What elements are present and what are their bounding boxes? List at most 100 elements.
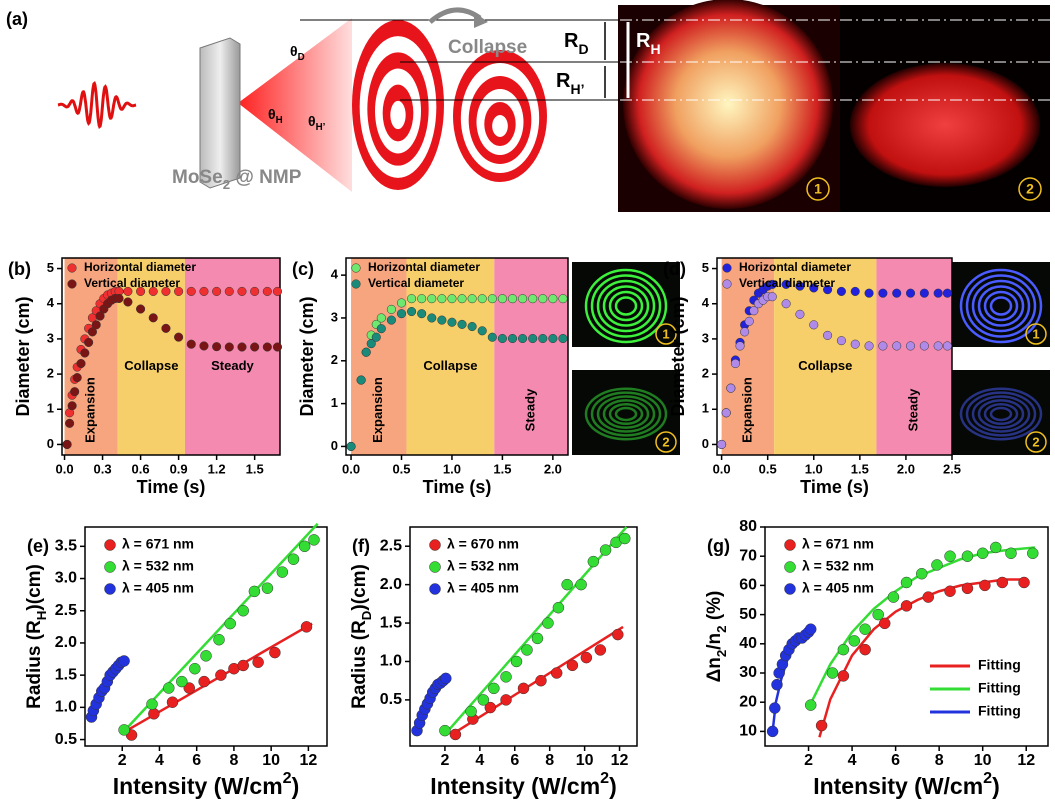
point xyxy=(299,541,310,552)
point xyxy=(1005,548,1016,559)
point xyxy=(865,289,874,298)
x-tick-label: 4 xyxy=(155,752,164,769)
text-part: (%) xyxy=(704,591,725,626)
panel-label: (d) xyxy=(663,259,686,279)
point xyxy=(962,583,973,594)
point xyxy=(997,577,1008,588)
point xyxy=(962,551,973,562)
legend-label: λ = 670 nm xyxy=(447,536,519,552)
point xyxy=(873,609,884,620)
point xyxy=(498,334,507,343)
point xyxy=(1027,548,1038,559)
point xyxy=(377,314,386,323)
x-tick-label: 6 xyxy=(510,752,519,769)
point xyxy=(562,579,573,590)
photo-pattern xyxy=(850,63,1040,187)
legend-marker xyxy=(723,280,732,289)
point xyxy=(934,289,943,298)
inset-label: 2 xyxy=(1032,434,1039,449)
y-tick-label: 60 xyxy=(739,577,757,594)
y-tick-label: 1 xyxy=(47,401,54,416)
legend-marker xyxy=(723,264,732,273)
x-tick-label: 8 xyxy=(229,752,238,769)
point xyxy=(189,663,200,674)
y-tick-label: 5 xyxy=(702,260,709,275)
panel-label: (f) xyxy=(352,536,370,556)
y-tick-label: 2.5 xyxy=(55,602,77,619)
text-part: θ xyxy=(268,106,276,122)
y-tick-label: 20 xyxy=(739,693,757,710)
y-tick-label: 3 xyxy=(702,330,709,345)
legend-label: Vertical diameter xyxy=(368,276,464,290)
x-tick-label: 6 xyxy=(192,752,201,769)
y-tick-label: 1.5 xyxy=(380,614,402,631)
point xyxy=(838,670,849,681)
collapse-label: Collapse xyxy=(448,37,527,58)
point xyxy=(84,338,93,347)
legend-marker xyxy=(352,264,361,273)
point xyxy=(827,668,838,679)
point xyxy=(768,292,777,301)
point xyxy=(542,618,553,629)
point xyxy=(816,720,827,731)
text-part: Time (s) xyxy=(423,477,492,497)
point xyxy=(837,336,846,345)
point xyxy=(521,644,532,655)
point xyxy=(440,673,451,684)
y-tick-label: 0.5 xyxy=(55,731,77,748)
point xyxy=(549,294,558,303)
x-tick-label: 2 xyxy=(804,752,813,769)
rd-label: RD xyxy=(564,30,589,56)
point xyxy=(174,333,183,342)
y-tick-label: 2.5 xyxy=(380,537,402,554)
x-tick-label: 2 xyxy=(440,752,449,769)
point xyxy=(362,348,371,357)
x-tick-label: 4 xyxy=(475,752,484,769)
text-part: Diameter (cm) xyxy=(668,296,688,416)
point xyxy=(162,324,171,333)
y-tick-label: 0 xyxy=(702,436,709,451)
cuvette xyxy=(200,38,240,188)
point xyxy=(439,725,450,736)
point xyxy=(916,568,927,579)
point xyxy=(438,294,447,303)
point xyxy=(731,359,740,368)
point xyxy=(508,294,517,303)
x-axis-label: Time (s) xyxy=(137,477,206,497)
point xyxy=(387,305,396,314)
x-tick-label: 0.5 xyxy=(759,461,777,476)
point xyxy=(535,675,546,686)
point xyxy=(250,343,259,352)
point xyxy=(225,618,236,629)
text-part: Δn xyxy=(704,657,725,682)
point xyxy=(865,342,874,351)
point xyxy=(176,676,187,687)
legend-label: Vertical diameter xyxy=(739,276,835,290)
y-tick-label: 1 xyxy=(331,395,338,410)
x-tick-label: 0.9 xyxy=(170,461,188,476)
point xyxy=(906,289,915,298)
text-part: θ xyxy=(308,113,316,129)
text-part: R xyxy=(636,30,651,52)
text-part: ) xyxy=(992,773,1000,799)
x-tick-label: 10 xyxy=(974,752,992,769)
x-tick-label: 6 xyxy=(891,752,900,769)
legend-marker xyxy=(352,280,361,289)
point xyxy=(200,287,209,296)
text-part: Time (s) xyxy=(137,477,206,497)
fit-legend-label: Fitting xyxy=(978,703,1021,719)
legend-label: Horizontal diameter xyxy=(739,260,851,274)
region-label: Collapse xyxy=(798,358,852,373)
region-label: Collapse xyxy=(124,358,178,373)
y-tick-label: 40 xyxy=(739,635,757,652)
point xyxy=(501,671,512,682)
point xyxy=(273,343,282,352)
point xyxy=(119,724,130,735)
point xyxy=(901,577,912,588)
point xyxy=(588,556,599,567)
point xyxy=(581,652,592,663)
point xyxy=(805,624,816,635)
point xyxy=(478,294,487,303)
x-tick-label: 1.0 xyxy=(443,461,461,476)
point xyxy=(931,559,942,570)
